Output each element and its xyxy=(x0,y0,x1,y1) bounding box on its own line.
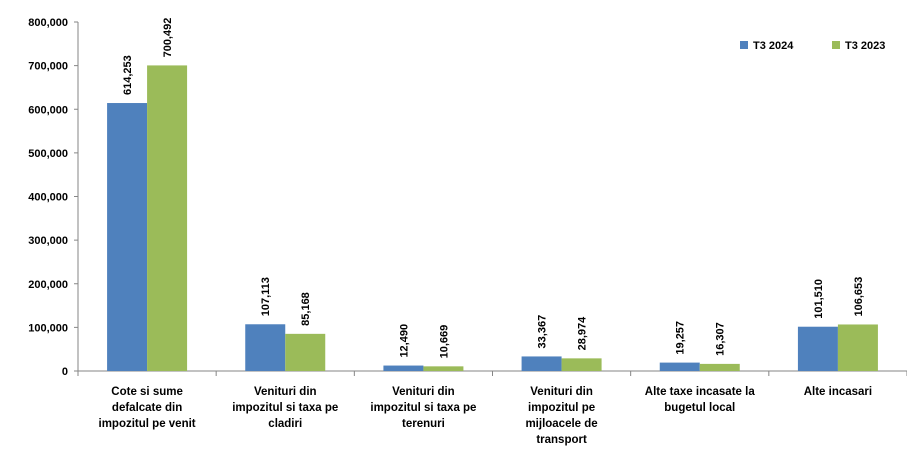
data-label: 106,653 xyxy=(853,277,865,317)
category-label-line: impozitul si taxa pe xyxy=(370,402,476,414)
category-label: Venituri din impozitul si taxa pe cladiri xyxy=(232,386,338,430)
y-tick-label: 300,000 xyxy=(28,235,68,247)
data-label: 85,168 xyxy=(300,292,312,326)
bar xyxy=(561,358,602,371)
bar xyxy=(383,365,424,371)
category-label-line: Alte taxe incasate la xyxy=(645,386,756,398)
data-label: 33,367 xyxy=(537,315,549,349)
y-tick-label: 800,000 xyxy=(28,17,68,29)
bar xyxy=(423,366,464,371)
category-label-line: transport xyxy=(536,434,587,446)
category-label-line: defalcate din xyxy=(112,402,182,414)
y-tick-label: 200,000 xyxy=(28,279,68,291)
axes: 0 100,000 200,000 300,000 400,000 500,000 600,… xyxy=(28,17,907,378)
bar xyxy=(245,324,286,371)
y-tick-label: 400,000 xyxy=(28,192,68,204)
category-label-line: impozitul pe xyxy=(528,402,595,414)
bar xyxy=(699,363,740,371)
category-labels: Cote si sume defalcate din impozitul pe ve… xyxy=(99,386,873,446)
legend-label: T3 2023 xyxy=(845,40,885,52)
bar xyxy=(285,333,326,371)
y-tick-label: 500,000 xyxy=(28,148,68,160)
data-label: 28,974 xyxy=(577,316,589,351)
category-label-line: Venituri din xyxy=(254,386,317,398)
y-tick-label: 0 xyxy=(62,366,68,378)
category-label-line: Venituri din xyxy=(530,386,593,398)
category-label: Alte incasari xyxy=(804,386,872,398)
bar xyxy=(659,362,700,371)
category-label-line: Venituri din xyxy=(392,386,455,398)
legend: T3 2024 T3 2023 xyxy=(740,40,885,52)
category-label-line: terenuri xyxy=(402,418,445,430)
category-label-line: bugetul local xyxy=(664,402,735,414)
category-label-line: Alte incasari xyxy=(804,386,872,398)
y-tick-label: 600,000 xyxy=(28,104,68,116)
y-tick-label: 700,000 xyxy=(28,61,68,73)
category-label: Cote si sume defalcate din impozitul pe ve… xyxy=(99,386,196,430)
category-label-line: impozitul pe venit xyxy=(99,418,196,430)
bar xyxy=(107,103,148,371)
data-label: 10,669 xyxy=(438,325,450,359)
data-label: 16,307 xyxy=(715,322,727,356)
category-label-line: cladiri xyxy=(268,418,302,430)
category-label: Venituri din impozitul si taxa pe terenuri xyxy=(370,386,476,430)
category-label-line: Cote si sume xyxy=(111,386,183,398)
bar xyxy=(837,324,878,371)
category-label-line: impozitul si taxa pe xyxy=(232,402,338,414)
data-label: 19,257 xyxy=(675,321,687,355)
category-label: Alte taxe incasate la bugetul local xyxy=(645,386,756,414)
bar xyxy=(797,326,838,371)
data-label: 101,510 xyxy=(813,279,825,319)
category-label-line: mijloacele de xyxy=(525,418,597,430)
legend-swatch xyxy=(740,41,748,49)
data-label: 12,490 xyxy=(398,324,410,358)
y-tick-label: 100,000 xyxy=(28,322,68,334)
legend-label: T3 2024 xyxy=(753,40,794,52)
legend-swatch xyxy=(832,41,840,49)
bars xyxy=(107,65,878,371)
bar xyxy=(147,65,188,371)
bar xyxy=(521,356,562,371)
data-label: 700,492 xyxy=(162,18,174,58)
data-labels: 614,253 700,492 107,113 85,168 12,490 10,669 3… xyxy=(122,18,865,359)
data-label: 614,253 xyxy=(122,55,134,95)
data-label: 107,113 xyxy=(260,277,272,316)
category-label: Venituri din impozitul pe mijloacele de tra… xyxy=(525,386,597,446)
